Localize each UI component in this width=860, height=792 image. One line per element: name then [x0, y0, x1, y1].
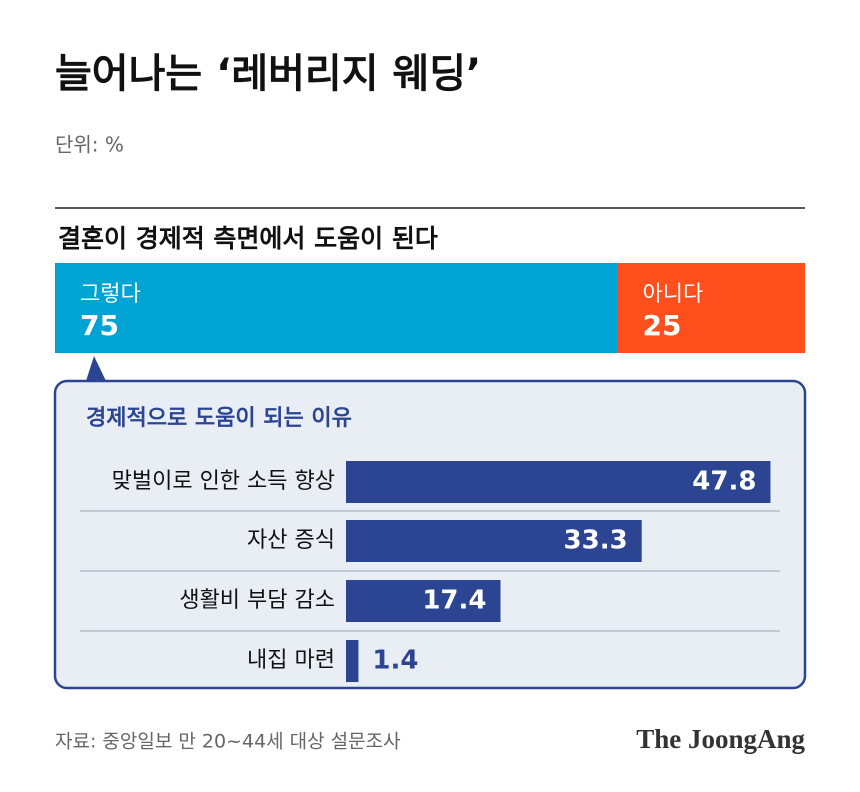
bar	[346, 640, 359, 682]
bar	[346, 580, 501, 622]
category-label: 내집 마련	[247, 648, 335, 673]
value-label: 17.4	[422, 586, 486, 616]
category-label: 자산 증식	[247, 528, 335, 553]
brand: The JoongAng	[636, 724, 805, 754]
segment-name: 아니다	[643, 282, 704, 307]
bar	[346, 520, 642, 562]
category-label: 맞벌이로 인한 소득 향상	[112, 469, 335, 494]
value-label: 1.4	[372, 646, 418, 676]
stacked-segment	[55, 263, 618, 353]
category-label: 생활비 부담 감소	[179, 588, 335, 613]
segment-value: 25	[643, 309, 682, 342]
unit: 단위: %	[55, 133, 124, 157]
value-label: 33.3	[564, 526, 628, 556]
bar	[346, 461, 771, 503]
chart-title: 결혼이 경제적 측면에서 도움이 된다	[58, 224, 438, 253]
value-label: 47.8	[692, 467, 756, 497]
title: 늘어나는 ‘레버리지 웨딩’	[55, 51, 481, 97]
chart-title: 경제적으로 도움이 되는 이유	[86, 406, 352, 431]
segment-name: 그렇다	[80, 282, 141, 307]
source: 자료: 중앙일보 만 20~44세 대상 설문조사	[55, 731, 401, 753]
stacked-segment	[617, 263, 805, 353]
segment-value: 75	[80, 309, 119, 342]
pointer	[86, 356, 106, 381]
